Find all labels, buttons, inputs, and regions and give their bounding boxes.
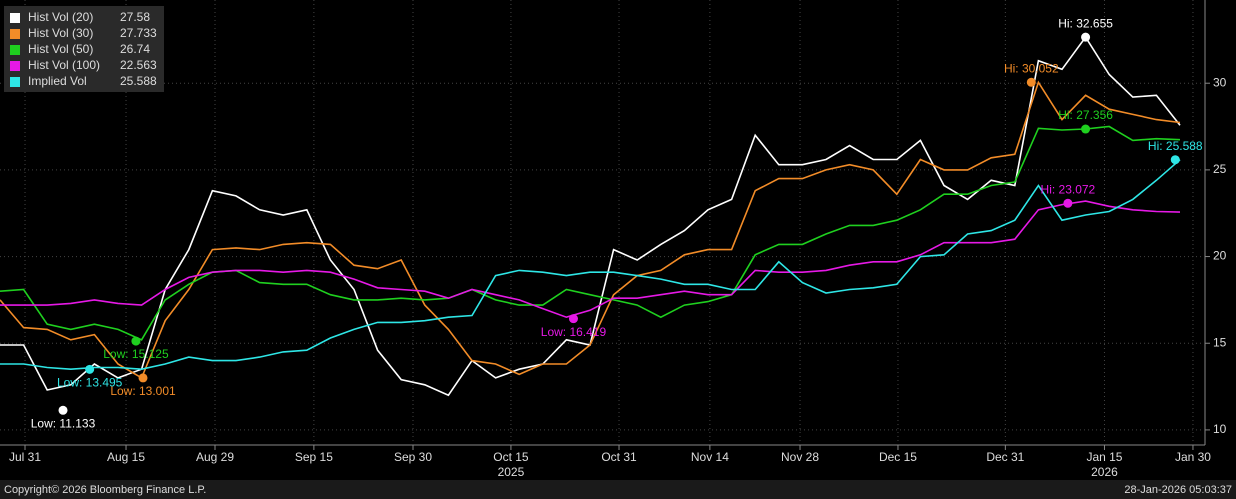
x-tick-label: Aug 15	[107, 450, 145, 464]
annotation-marker	[138, 373, 148, 383]
y-tick-label: 25	[1213, 162, 1227, 176]
annotation-label: Hi: 23.072	[1041, 182, 1096, 196]
x-tick-label: Jul 31	[9, 450, 41, 464]
x-tick-label: Jan 30	[1175, 450, 1211, 464]
legend-swatch	[10, 77, 20, 87]
annotation-label: Hi: 30.052	[1004, 61, 1059, 75]
legend-label: Hist Vol (30)	[28, 26, 93, 40]
footer-bar	[0, 480, 1236, 499]
x-tick-label: Jan 15	[1086, 450, 1122, 464]
annotation-label: Hi: 27.356	[1058, 108, 1113, 122]
legend-label: Hist Vol (100)	[28, 58, 100, 72]
x-tick-label: Dec 15	[879, 450, 917, 464]
x-tick-label: Dec 31	[986, 450, 1024, 464]
annotation-label: Low: 15.125	[103, 347, 169, 361]
annotation-label: Low: 13.001	[110, 384, 176, 398]
series-line	[0, 200, 1181, 319]
x-tick-label: Nov 14	[691, 450, 729, 464]
y-tick-label: 15	[1213, 335, 1227, 349]
year-label: 2025	[498, 465, 525, 479]
x-tick-label: Aug 29	[196, 450, 234, 464]
year-label: 2026	[1091, 465, 1118, 479]
annotation-label: Hi: 25.588	[1148, 139, 1203, 153]
annotation-marker	[1081, 124, 1091, 134]
legend: Hist Vol (20) 27.58 Hist Vol (30) 27.733 His…	[4, 6, 164, 92]
annotation-marker	[568, 314, 578, 324]
legend-swatch	[10, 29, 20, 39]
x-tick-label: Oct 15	[493, 450, 529, 464]
legend-label: Hist Vol (50)	[28, 42, 93, 56]
legend-value: 22.563	[120, 58, 157, 72]
y-tick-label: 20	[1213, 249, 1227, 263]
x-tick-label: Sep 15	[295, 450, 333, 464]
annotation-marker	[85, 364, 95, 374]
legend-value: 27.733	[120, 26, 157, 40]
x-tick-label: Sep 30	[394, 450, 432, 464]
x-tick-label: Oct 31	[601, 450, 637, 464]
legend-value: 25.588	[120, 74, 157, 88]
annotation-label: Hi: 32.655	[1058, 16, 1113, 30]
y-tick-label: 10	[1213, 422, 1227, 436]
legend-value: 27.58	[120, 10, 150, 24]
timestamp: 28-Jan-2026 05:03:37	[1124, 484, 1232, 496]
legend-label: Hist Vol (20)	[28, 10, 93, 24]
legend-swatch	[10, 13, 20, 23]
annotation-marker	[1026, 77, 1036, 87]
annotation-label: Low: 11.133	[31, 416, 96, 430]
y-tick-label: 30	[1213, 75, 1227, 89]
legend-box	[4, 6, 164, 92]
copyright: Copyright© 2026 Bloomberg Finance L.P.	[4, 484, 206, 496]
annotation-label: Low: 16.419	[541, 325, 607, 339]
legend-value: 26.74	[120, 42, 150, 56]
annotation-marker	[1063, 198, 1073, 208]
annotation-marker	[131, 336, 141, 346]
legend-label: Implied Vol	[28, 74, 87, 88]
legend-swatch	[10, 61, 20, 71]
annotation-marker	[1170, 155, 1180, 165]
annotation-label: Low: 13.495	[57, 376, 123, 390]
legend-swatch	[10, 45, 20, 55]
annotation-marker	[1081, 32, 1091, 42]
series-line	[0, 125, 1181, 341]
x-tick-label: Nov 28	[781, 450, 819, 464]
annotation-marker	[58, 405, 68, 415]
series-line	[0, 159, 1181, 371]
